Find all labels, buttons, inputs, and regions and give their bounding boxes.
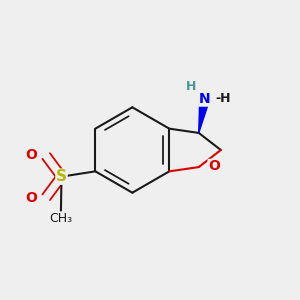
Text: H: H <box>186 80 197 93</box>
Text: O: O <box>208 160 220 173</box>
Text: N: N <box>199 92 211 106</box>
Text: -H: -H <box>215 92 230 105</box>
Text: CH₃: CH₃ <box>49 212 73 225</box>
Text: S: S <box>56 169 67 184</box>
Polygon shape <box>199 98 210 133</box>
Text: O: O <box>25 148 37 162</box>
Text: O: O <box>25 191 37 205</box>
